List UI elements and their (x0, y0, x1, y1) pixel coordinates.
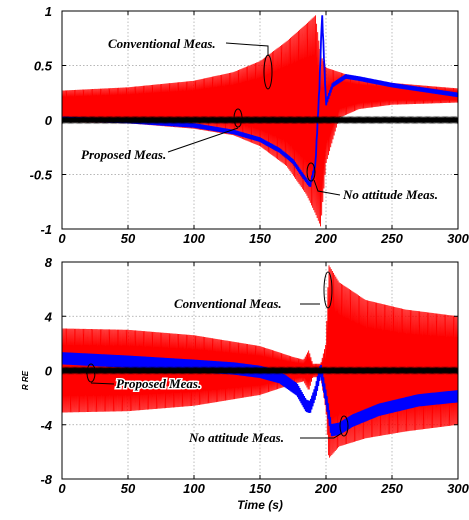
series-conventional-line (62, 15, 458, 227)
annotation-pointer (167, 127, 239, 153)
y-tick-label: 1 (45, 4, 52, 19)
series-proposed-line (62, 352, 458, 437)
annotation-label: Proposed Meas. (81, 147, 166, 162)
y-tick-label: 0 (45, 364, 53, 379)
series-no-attitude-line (62, 115, 458, 125)
y-tick-label: 0 (45, 113, 53, 128)
annotation: No attitude Meas. (306, 162, 439, 204)
x-tick-label: 0 (58, 481, 66, 496)
y-tick-label: 0.5 (34, 59, 53, 74)
x-axis-label: Time (s) (237, 498, 283, 512)
y-tick-label: -4 (40, 418, 52, 433)
annotation-ellipse (339, 415, 349, 437)
annotation-ellipse (233, 108, 243, 128)
y-tick-label: 8 (45, 255, 53, 270)
annotation: Proposed Meas. (80, 108, 243, 164)
x-tick-label: 200 (314, 481, 337, 496)
y-axis-label: R RE (21, 370, 30, 390)
x-tick-label: 250 (380, 481, 403, 496)
annotation-label: Conventional Meas. (108, 36, 216, 51)
annotation-pointer (225, 42, 269, 56)
x-tick-label: 0 (58, 231, 66, 246)
chart-panel-2: 0 50 100 150 200 250 300 8 4 0 -4 -8 Time (s) R RE Con… (21, 255, 469, 512)
x-tick-label: 200 (314, 231, 337, 246)
annotation-label: Conventional Meas. (174, 296, 282, 311)
annotation-label: Proposed Meas. (116, 376, 201, 391)
x-tick-label: 250 (380, 231, 403, 246)
x-tick-label: 100 (183, 231, 205, 246)
annotation-label: No attitude Meas. (188, 430, 284, 445)
x-tick-label: 50 (121, 481, 136, 496)
y-tick-label: 4 (44, 309, 53, 324)
x-tick-label: 150 (249, 231, 271, 246)
x-tick-label: 300 (447, 481, 469, 496)
chart-panel-1: 0 50 100 150 200 250 300 1 0.5 0 -0.5 -1 Conventiona… (30, 4, 469, 246)
annotation-pointer (300, 432, 343, 439)
annotation-pointer (313, 179, 341, 196)
annotation-label: No attitude Meas. (342, 187, 438, 202)
plot-area (62, 265, 458, 458)
plot-area (62, 15, 458, 227)
annotation: Proposed Meas. (86, 363, 203, 393)
y-tick-label: -1 (40, 222, 52, 237)
annotation: No attitude Meas. (187, 415, 349, 447)
annotation-ellipse (323, 271, 333, 309)
annotation: Conventional Meas. (173, 271, 333, 313)
annotation-ellipse (306, 162, 316, 182)
x-tick-label: 100 (183, 481, 205, 496)
x-tick-label: 150 (249, 481, 271, 496)
y-tick-label: -8 (40, 472, 52, 487)
annotation-pointer (90, 382, 115, 385)
series-conventional-line (62, 265, 458, 458)
annotation-ellipse (86, 363, 96, 383)
y-tick-label: -0.5 (30, 168, 53, 183)
x-tick-label: 300 (447, 231, 469, 246)
annotation: Conventional Meas. (107, 35, 273, 90)
x-tick-label: 50 (121, 231, 136, 246)
series-no-attitude-line (62, 366, 458, 375)
